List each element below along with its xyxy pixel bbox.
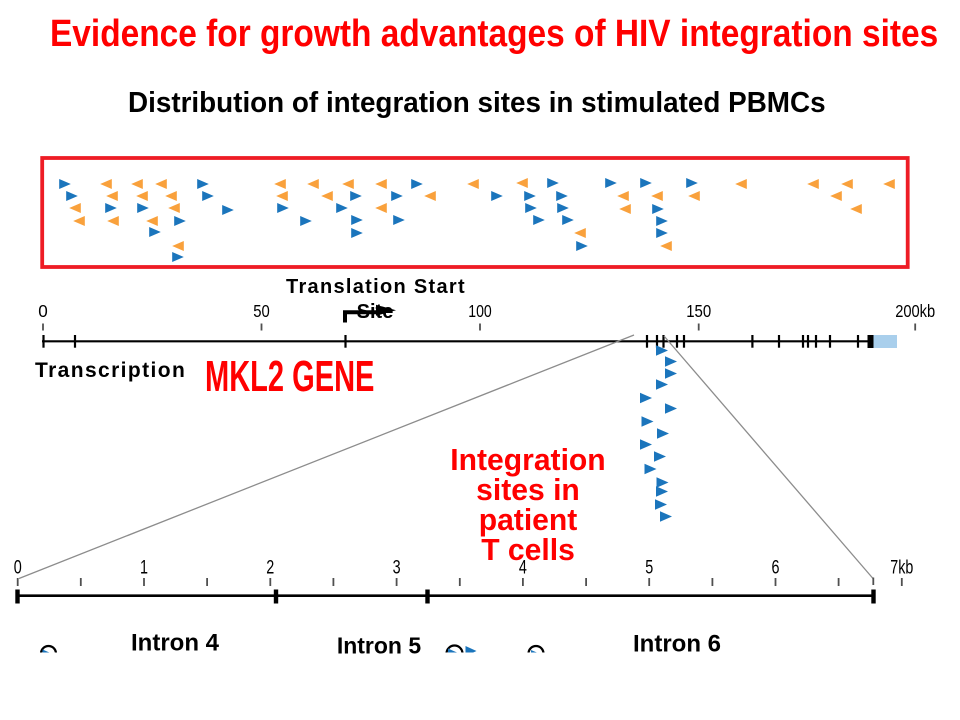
svg-text:Intron 5: Intron 5 <box>337 633 422 659</box>
svg-text:5: 5 <box>645 558 653 579</box>
svg-text:2: 2 <box>266 558 274 579</box>
svg-text:3: 3 <box>393 558 401 579</box>
svg-text:150: 150 <box>686 301 711 321</box>
svg-text:50: 50 <box>253 301 270 321</box>
svg-text:6: 6 <box>772 558 780 579</box>
svg-text:Translation Start: Translation Start <box>286 276 466 298</box>
svg-text:Intron 6: Intron 6 <box>633 631 721 658</box>
svg-text:0: 0 <box>14 558 22 579</box>
svg-text:4: 4 <box>519 558 527 579</box>
svg-text:Intron 4: Intron 4 <box>131 630 220 657</box>
svg-text:0: 0 <box>38 301 48 321</box>
svg-text:1: 1 <box>140 558 148 579</box>
svg-text:200kb: 200kb <box>895 301 935 321</box>
svg-text:100: 100 <box>468 301 492 321</box>
svg-text:7kb: 7kb <box>890 558 913 579</box>
